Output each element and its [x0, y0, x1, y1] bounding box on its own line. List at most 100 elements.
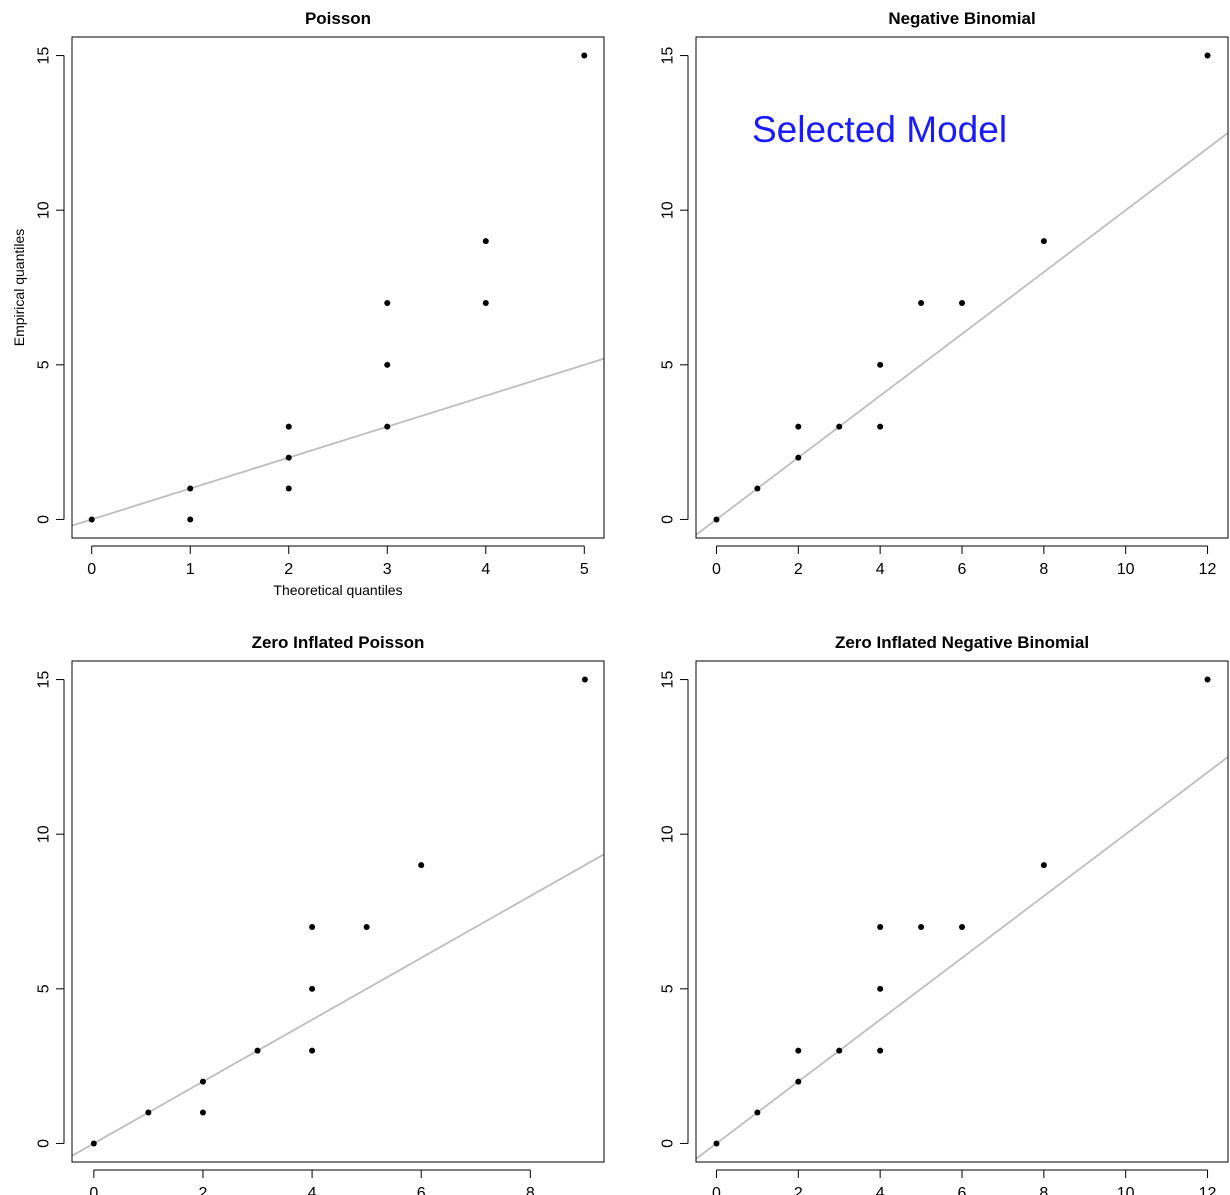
x-tick-label: 6: [417, 1185, 426, 1195]
data-point: [88, 516, 95, 523]
x-tick-label: 10: [1117, 561, 1135, 578]
data-point: [1040, 238, 1047, 245]
y-tick-label: 0: [660, 1139, 677, 1148]
data-point: [754, 485, 761, 492]
data-point: [482, 299, 489, 306]
chart-panel: Zero Inflated Negative Binomial 0 2 4 6 8 10 12…: [660, 633, 1229, 1195]
data-point: [199, 1109, 206, 1116]
x-tick-label: 8: [1039, 561, 1048, 578]
x-tick-label: 0: [712, 561, 721, 578]
plot-frame: [71, 36, 605, 539]
y-tick-label: 10: [660, 201, 677, 219]
reference-line: [72, 853, 604, 1157]
data-point: [199, 1078, 206, 1085]
reference-line: [696, 132, 1228, 536]
data-point: [1204, 52, 1211, 59]
x-tick-label: 2: [794, 1185, 803, 1195]
x-tick-label: 0: [712, 1185, 721, 1195]
data-point: [754, 1109, 761, 1116]
data-point: [877, 361, 884, 368]
plot-frame: [695, 36, 1229, 539]
chart-title: Negative Binomial: [888, 9, 1035, 28]
data-point: [795, 1047, 802, 1054]
chart-panel: Poisson 0 1 2 3 4 5 0 5 10 15 Theoretical quantiles…: [11, 9, 605, 598]
data-point: [90, 1140, 97, 1147]
data-point: [836, 1047, 843, 1054]
x-axis-title: Theoretical quantiles: [273, 582, 402, 598]
data-point: [836, 423, 843, 430]
y-tick-label: 5: [660, 984, 677, 993]
data-point: [877, 985, 884, 992]
y-tick-label: 10: [660, 825, 677, 843]
chart-title: Zero Inflated Negative Binomial: [835, 633, 1089, 652]
x-tick-label: 10: [1117, 1185, 1135, 1195]
x-tick-label: 5: [580, 561, 589, 578]
data-point: [918, 299, 925, 306]
data-point: [285, 423, 292, 430]
y-axis-title: Empirical quantiles: [11, 229, 27, 347]
data-point: [1040, 862, 1047, 869]
data-point: [795, 454, 802, 461]
data-point: [1204, 676, 1211, 683]
y-tick-label: 15: [660, 47, 677, 65]
data-point: [145, 1109, 152, 1116]
plot-frame: [695, 660, 1229, 1163]
data-point: [309, 985, 316, 992]
data-point: [384, 361, 391, 368]
y-tick-label: 15: [36, 671, 53, 689]
chart-title: Zero Inflated Poisson: [252, 633, 425, 652]
x-tick-label: 4: [308, 1185, 317, 1195]
x-tick-label: 8: [526, 1185, 535, 1195]
data-point: [285, 454, 292, 461]
data-point: [482, 238, 489, 245]
y-tick-label: 5: [36, 360, 53, 369]
data-point: [418, 862, 425, 869]
x-tick-label: 2: [199, 1185, 208, 1195]
y-tick-label: 10: [36, 825, 53, 843]
data-point: [877, 423, 884, 430]
data-point: [309, 1047, 316, 1054]
chart-panel: Negative Binomial 0 2 4 6 8 10 12 0 5 10 15 Selected…: [660, 9, 1229, 578]
data-point: [795, 1078, 802, 1085]
data-point: [285, 485, 292, 492]
plot-frame: [71, 660, 605, 1163]
chart-title: Poisson: [305, 9, 371, 28]
x-tick-label: 4: [876, 561, 885, 578]
data-point: [384, 299, 391, 306]
data-point: [877, 923, 884, 930]
data-point: [713, 516, 720, 523]
data-point: [877, 1047, 884, 1054]
chart-panel: Zero Inflated Poisson 0 2 4 6 8 0 5 10 15: [36, 633, 605, 1195]
y-tick-label: 0: [36, 515, 53, 524]
data-point: [363, 923, 370, 930]
y-tick-label: 5: [660, 360, 677, 369]
data-point: [795, 423, 802, 430]
selected-model-annotation: Selected Model: [752, 109, 1007, 150]
x-tick-label: 2: [794, 561, 803, 578]
reference-line: [72, 357, 604, 527]
x-tick-label: 0: [87, 561, 96, 578]
y-tick-label: 15: [660, 671, 677, 689]
data-point: [309, 923, 316, 930]
data-point: [581, 676, 588, 683]
x-tick-label: 4: [876, 1185, 885, 1195]
x-tick-label: 6: [958, 1185, 967, 1195]
x-tick-label: 4: [481, 561, 490, 578]
y-tick-label: 10: [36, 201, 53, 219]
x-tick-label: 1: [186, 561, 195, 578]
data-point: [918, 923, 925, 930]
x-tick-label: 2: [284, 561, 293, 578]
y-tick-label: 0: [660, 515, 677, 524]
x-tick-label: 3: [383, 561, 392, 578]
data-point: [959, 299, 965, 306]
x-tick-label: 12: [1199, 561, 1217, 578]
x-tick-label: 8: [1039, 1185, 1048, 1195]
y-tick-label: 15: [36, 47, 53, 65]
data-point: [254, 1047, 261, 1054]
data-point: [713, 1140, 720, 1147]
data-point: [959, 923, 965, 930]
x-tick-label: 6: [958, 561, 967, 578]
y-tick-label: 0: [36, 1139, 53, 1148]
data-point: [187, 485, 194, 492]
x-tick-label: 12: [1199, 1185, 1217, 1195]
